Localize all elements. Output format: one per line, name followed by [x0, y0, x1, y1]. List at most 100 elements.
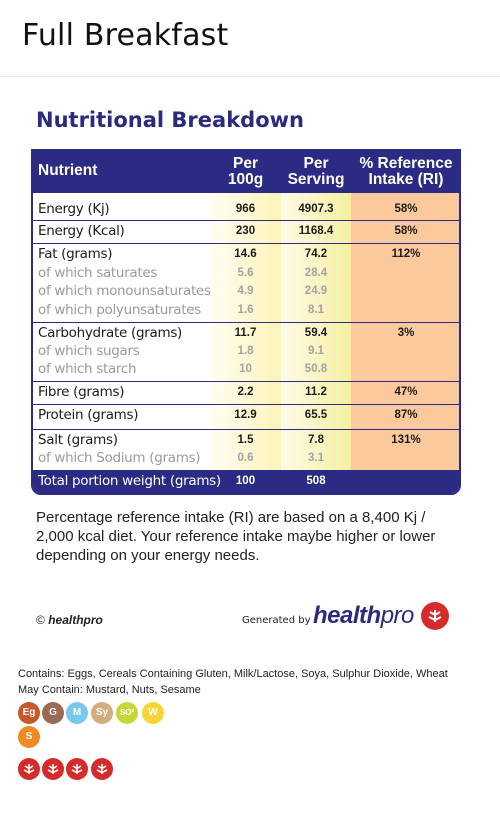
per100-value: 1.5: [237, 434, 254, 446]
table-row: of which sugars 1.8 9.1: [33, 342, 459, 361]
nutrient-name: of which Sodium (grams): [38, 450, 201, 466]
header-per100: Per 100g: [227, 155, 264, 188]
nutrient-name: of which polyunsaturates: [38, 302, 202, 318]
per100-value: 12.9: [234, 409, 257, 421]
ri-note: Percentage reference intake (RI) are bas…: [36, 509, 436, 564]
per100-value: 0.6: [237, 452, 254, 464]
row-separator: [33, 322, 459, 323]
header-ri: % Reference Intake (RI): [359, 155, 453, 188]
perserving-value: 3.1: [308, 452, 324, 464]
nutrient-name: Protein (grams): [38, 407, 139, 423]
per100-value: 2.2: [237, 386, 254, 398]
per100-value: 230: [235, 225, 256, 237]
nutrient-name: of which sugars: [38, 343, 140, 359]
perserving-value: 9.1: [308, 345, 324, 357]
allergen-badge: G: [42, 702, 64, 724]
perserving-value: 74.2: [304, 248, 328, 260]
allergen-badge: M: [66, 702, 88, 724]
table-row: Salt (grams) 1.5 7.8 131%: [33, 431, 459, 450]
nutrient-name: of which monounsaturates: [38, 283, 211, 299]
perserving-value: 65.5: [304, 409, 328, 421]
row-separator: [33, 220, 459, 221]
ri-value: 47%: [394, 386, 418, 398]
nutrient-name: of which starch: [38, 361, 137, 377]
row-separator: [33, 381, 459, 382]
nutrient-name: Fibre (grams): [38, 384, 125, 400]
table-row: of which Sodium (grams) 0.6 3.1: [33, 449, 459, 468]
contains-text: Contains: Eggs, Cereals Containing Glute…: [18, 668, 448, 680]
per100-value: 1.6: [237, 304, 254, 316]
per100-column-bg: [210, 193, 281, 470]
total-label: Total portion weight (grams): [38, 473, 221, 489]
table-row: of which saturates 5.6 28.4: [33, 264, 459, 283]
row-separator: [33, 429, 459, 430]
table-row: Energy (Kj) 966 4907.3 58%: [33, 200, 459, 219]
copyright: © healthpro: [36, 613, 103, 627]
nutrient-name: Energy (Kj): [38, 201, 110, 217]
ri-value: 112%: [391, 248, 421, 260]
healthpro-logo-icon: [91, 758, 113, 780]
per100-value: 14.6: [234, 248, 257, 260]
allergen-info: Contains: Eggs, Cereals Containing Glute…: [18, 666, 448, 698]
nutrient-name: Salt (grams): [38, 432, 118, 448]
nutrient-name: Fat (grams): [38, 246, 113, 262]
perserving-value: 59.4: [304, 327, 328, 339]
ri-value: 87%: [394, 409, 418, 421]
total-perserving: 508: [306, 475, 326, 487]
generated-by-label: Generated by: [242, 615, 311, 626]
table-row: Carbohydrate (grams) 11.7 59.4 3%: [33, 324, 459, 343]
table-row: Protein (grams) 12.9 65.5 87%: [33, 406, 459, 425]
per100-value: 5.6: [237, 267, 254, 279]
perserving-value: 11.2: [305, 386, 327, 398]
allergen-badge: Sy: [91, 702, 113, 724]
allergen-badge: Eg: [18, 702, 40, 724]
ri-value: 58%: [394, 203, 418, 215]
page-header: Full Breakfast: [0, 0, 500, 77]
perserving-value: 24.9: [304, 285, 328, 297]
healthpro-logo-icon: [66, 758, 88, 780]
perserving-value: 7.8: [308, 434, 324, 446]
page-title: Full Breakfast: [22, 18, 229, 53]
nutrient-name: Energy (Kcal): [38, 223, 125, 239]
table-row: Energy (Kcal) 230 1168.4 58%: [33, 222, 459, 241]
table-row: of which monounsaturates 4.9 24.9: [33, 282, 459, 301]
table-row: Fibre (grams) 2.2 11.2 47%: [33, 383, 459, 402]
total-per100: 100: [235, 475, 256, 487]
nutrition-table: Nutrient Per 100g Per Serving % Reference I…: [31, 149, 461, 495]
perserving-value: 8.1: [308, 304, 324, 316]
perserving-value: 28.4: [304, 267, 328, 279]
header-nutrient: Nutrient: [38, 162, 98, 179]
healthpro-logo-icon: [18, 758, 40, 780]
allergen-badge: S: [18, 726, 40, 748]
table-row: Fat (grams) 14.6 74.2 112%: [33, 245, 459, 264]
may-contain-text: May Contain: Mustard, Nuts, Sesame: [18, 684, 201, 696]
table-header: Nutrient Per 100g Per Serving % Reference I…: [33, 151, 459, 193]
healthpro-logo-icon: [42, 758, 64, 780]
header-perserving: Per Serving: [287, 155, 345, 188]
perserving-value: 4907.3: [298, 203, 334, 215]
ri-value: 131%: [391, 434, 421, 446]
per100-value: 4.9: [237, 285, 254, 297]
row-separator: [33, 243, 459, 244]
per100-value: 966: [235, 203, 256, 215]
ri-value: 58%: [394, 225, 418, 237]
healthpro-logo-icon: [421, 602, 449, 630]
nutrient-name: of which saturates: [38, 265, 158, 281]
allergen-badge: W: [142, 702, 164, 724]
table-footer-total: Total portion weight (grams) 100 508: [33, 470, 459, 493]
healthpro-brand: healthpro: [313, 602, 414, 629]
table-row: of which polyunsaturates 1.6 8.1: [33, 301, 459, 320]
perserving-value: 1168.4: [298, 225, 334, 237]
perserving-value: 50.8: [304, 363, 328, 375]
perserving-column-bg: [281, 193, 351, 470]
table-row: of which starch 10 50.8: [33, 360, 459, 379]
nutrient-name: Carbohydrate (grams): [38, 325, 183, 341]
per100-value: 1.8: [237, 345, 254, 357]
allergen-badge: SO²: [116, 702, 138, 724]
nutrition-title: Nutritional Breakdown: [36, 108, 304, 132]
row-separator: [33, 404, 459, 405]
ri-column-bg: [351, 193, 459, 470]
per100-value: 10: [239, 363, 252, 375]
ri-value: 3%: [397, 327, 415, 339]
per100-value: 11.7: [234, 327, 257, 339]
